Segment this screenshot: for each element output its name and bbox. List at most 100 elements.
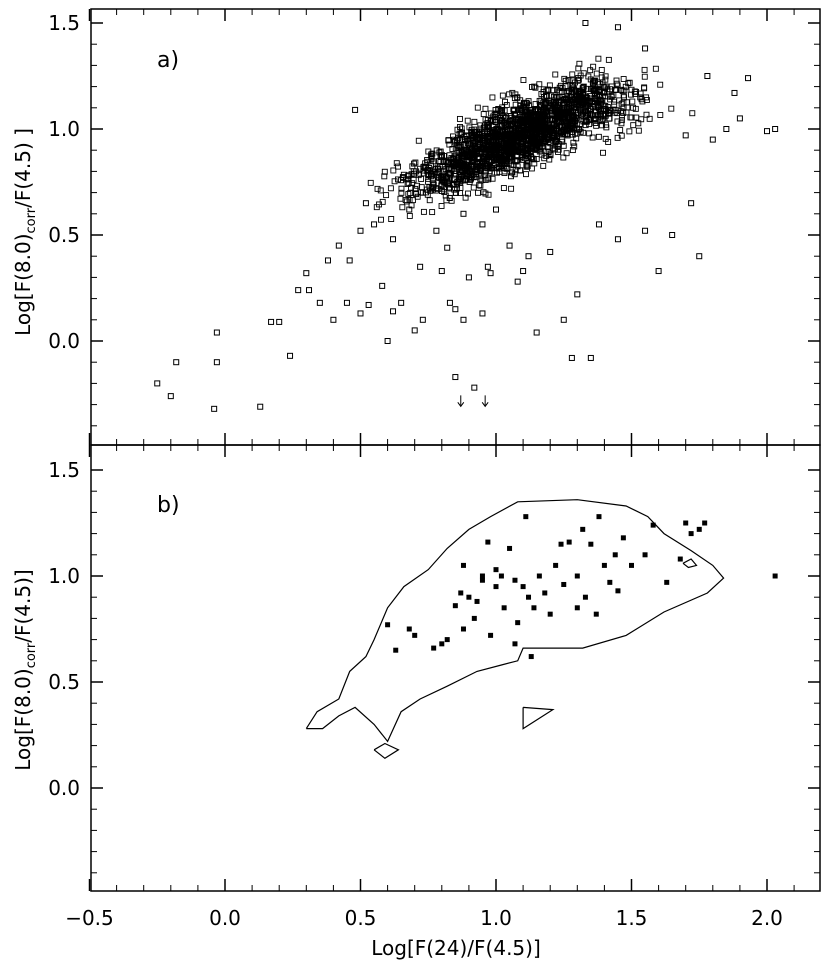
cloud-point	[643, 111, 650, 118]
data-point	[346, 257, 353, 264]
cloud-point	[555, 141, 562, 147]
cloud-point	[438, 203, 445, 209]
data-point	[276, 318, 283, 325]
data-point	[547, 248, 554, 255]
cloud-point	[617, 127, 624, 134]
cloud-point	[511, 171, 518, 178]
cloud-point	[472, 142, 479, 149]
data-point	[696, 253, 703, 260]
cloud-point	[522, 145, 528, 151]
cloud-point	[508, 161, 515, 168]
data-point	[507, 545, 513, 551]
x-tick-label: 2.0	[751, 906, 783, 930]
cloud-point	[415, 137, 422, 144]
cloud-point	[459, 149, 466, 156]
cloud-point	[367, 179, 374, 186]
cloud-point	[607, 86, 613, 93]
cloud-point	[383, 192, 390, 199]
cloud-point	[540, 162, 547, 169]
cloud-point	[405, 176, 412, 183]
data-point	[612, 552, 618, 558]
cloud-point	[508, 185, 515, 192]
data-point	[533, 329, 540, 336]
cloud-point	[487, 144, 494, 151]
cloud-point	[496, 139, 503, 146]
cloud-point	[527, 106, 534, 113]
cloud-point	[438, 182, 445, 189]
cloud-point	[485, 191, 492, 198]
cloud-point	[507, 147, 514, 154]
data-point	[574, 573, 580, 579]
cloud-point	[442, 192, 449, 199]
data-point	[479, 577, 485, 583]
data-point	[390, 308, 397, 315]
cloud-point	[498, 106, 505, 113]
cloud-point	[527, 110, 534, 117]
data-point	[211, 405, 218, 412]
cloud-point	[429, 209, 436, 216]
data-point	[696, 526, 702, 532]
y-tick-label: 1.0	[48, 564, 80, 588]
cloud-point	[580, 105, 587, 112]
cloud-point	[449, 146, 456, 152]
cloud-point	[569, 93, 576, 100]
cloud-point	[632, 90, 639, 97]
cloud-point	[465, 165, 472, 172]
cloud-point	[429, 150, 436, 157]
data-point	[566, 539, 572, 545]
data-point	[614, 236, 621, 243]
data-point	[306, 287, 313, 294]
cloud-point	[569, 71, 576, 78]
cloud-point	[520, 132, 527, 139]
cloud-point	[398, 185, 405, 192]
data-point	[558, 541, 564, 547]
data-point	[385, 622, 391, 628]
cloud-point	[512, 101, 519, 108]
data-point	[419, 316, 426, 323]
cloud-point	[540, 143, 547, 150]
cloud-point	[629, 98, 636, 105]
cloud-point	[538, 151, 545, 158]
x-tick-label: 1.0	[480, 906, 512, 930]
cloud-point	[586, 117, 593, 124]
data-point	[520, 584, 526, 590]
data-point	[664, 579, 670, 585]
cloud-point	[403, 198, 410, 205]
cloud-point	[528, 111, 535, 118]
arrow-head	[481, 402, 489, 408]
cloud-point	[577, 72, 584, 79]
cloud-point	[689, 110, 696, 117]
data-point	[601, 562, 607, 568]
cloud-point	[377, 187, 384, 194]
cloud-point	[452, 162, 459, 169]
data-point	[629, 562, 634, 568]
data-point	[723, 126, 730, 132]
y-tick-label: 0.5	[48, 670, 80, 694]
cloud-point	[575, 76, 582, 83]
cloud-point	[440, 153, 447, 159]
cloud-point	[618, 120, 625, 127]
cloud-point	[390, 167, 397, 174]
cloud-point	[398, 189, 405, 196]
cloud-point	[471, 118, 478, 125]
x-axis-title: Log[F(24)/F(4.5)]	[371, 936, 541, 960]
cloud-point	[599, 122, 606, 129]
cloud-point	[547, 150, 554, 157]
data-point	[452, 374, 459, 381]
cloud-point	[563, 127, 570, 134]
cloud-point	[564, 132, 571, 139]
cloud-point	[517, 167, 524, 174]
cloud-point	[575, 100, 582, 107]
data-point	[736, 115, 743, 122]
data-point	[488, 632, 494, 638]
cloud-point	[405, 173, 411, 180]
cloud-point	[534, 106, 541, 113]
data-point	[745, 75, 752, 82]
panel-b-label: b)	[157, 493, 180, 518]
data-point	[574, 291, 581, 298]
cloud-point	[493, 110, 500, 117]
cloud-point	[529, 84, 535, 90]
cloud-point	[619, 87, 626, 94]
cloud-point	[618, 132, 625, 139]
cloud-point	[516, 132, 523, 139]
